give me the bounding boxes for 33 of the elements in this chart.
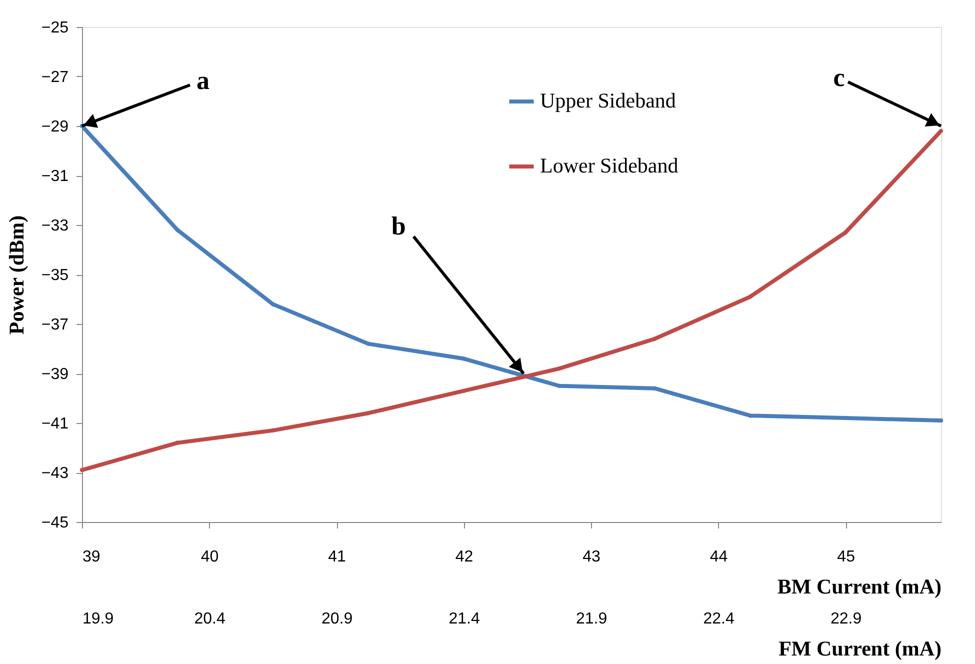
y-tick-label: −33 (41, 218, 69, 234)
x2-tick-label: 22.9 (830, 610, 862, 628)
y-tick-label: −27 (41, 69, 69, 86)
x-tick-label: 44 (710, 548, 728, 566)
x-tick-label: 39 (82, 548, 100, 566)
x-tick-label: 42 (455, 548, 474, 566)
y-axis-title: Power (dBm) (4, 215, 28, 335)
legend-label: Upper Sideband (540, 88, 676, 112)
legend-label: Lower Sideband (540, 154, 679, 178)
y-tick-label: −43 (41, 465, 69, 482)
annotation: b (391, 212, 406, 240)
x2-tick-label: 20.4 (194, 610, 226, 628)
x-tick-label: 43 (582, 548, 601, 566)
y-tick-label: −25 (41, 20, 69, 36)
y-tick-label: −41 (41, 416, 69, 432)
y-tick-label: −45 (41, 514, 69, 532)
x-tick-label: 40 (200, 548, 219, 566)
x2-tick-label: 20.9 (321, 610, 353, 628)
x2-tick-label: 21.9 (576, 610, 608, 628)
y-tick-label: −35 (41, 267, 69, 284)
annotation: c (833, 63, 845, 92)
y-tick-label: −29 (41, 118, 69, 136)
annotation: a (196, 66, 210, 95)
x2-tick-label: 22.4 (703, 610, 734, 628)
x2-axis-title: FM Current (mA) (778, 636, 942, 660)
x2-tick-label: 19.9 (82, 610, 114, 628)
x-axis-title: BM Current (mA) (777, 574, 942, 598)
x-tick-label: 45 (837, 548, 856, 566)
x2-tick-label: 21.4 (448, 610, 480, 628)
y-tick-label: −37 (41, 316, 69, 334)
y-tick-label: −39 (41, 366, 69, 383)
x-tick-label: 41 (328, 548, 346, 566)
y-tick-label: −31 (41, 168, 69, 185)
